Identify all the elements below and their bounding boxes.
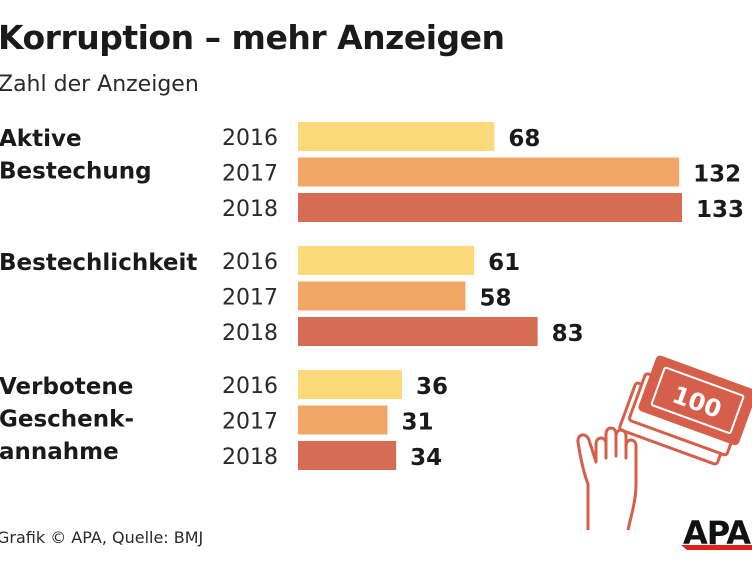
value-label: 133 — [696, 197, 744, 223]
group-label: annahme — [0, 439, 119, 465]
bar — [298, 281, 466, 311]
year-label: 2016 — [222, 250, 278, 275]
value-label: 83 — [552, 321, 584, 347]
bar — [298, 370, 402, 399]
year-label: 2017 — [222, 286, 278, 311]
chart-subtitle: Zahl der Anzeigen — [0, 72, 199, 97]
year-label: 2017 — [222, 410, 278, 435]
year-label: 2016 — [222, 374, 278, 399]
year-label: 2017 — [222, 162, 278, 187]
value-label: 31 — [402, 410, 434, 436]
group-label: Geschenk- — [0, 407, 134, 433]
year-label: 2018 — [222, 321, 278, 346]
source-credit: Grafik © APA, Quelle: BMJ — [0, 528, 204, 547]
value-label: 36 — [416, 374, 448, 400]
bar — [298, 193, 682, 222]
year-label: 2016 — [222, 126, 278, 151]
group-label: Verbotene — [0, 374, 133, 400]
bar — [298, 157, 680, 187]
apa-logo: APA — [681, 514, 752, 552]
value-label: 58 — [479, 286, 511, 312]
bar — [298, 317, 538, 346]
year-label: 2018 — [222, 197, 278, 222]
raised-hand-icon — [576, 426, 638, 530]
value-label: 34 — [410, 445, 442, 471]
chart-title: Korruption – mehr Anzeigen — [0, 18, 505, 57]
bar — [298, 122, 495, 151]
value-label: 132 — [693, 162, 741, 188]
group-label: Aktive — [0, 126, 82, 152]
money-banknotes-icon: 100 — [618, 355, 752, 466]
bar — [298, 405, 388, 435]
group-label: Bestechung — [0, 159, 152, 185]
bar — [298, 441, 397, 470]
group-label: Bestechlichkeit — [0, 250, 197, 276]
year-label: 2018 — [222, 445, 278, 470]
value-label: 68 — [508, 126, 540, 152]
bar — [298, 246, 475, 275]
value-label: 61 — [488, 250, 520, 276]
illustration: 100 — [576, 355, 752, 530]
